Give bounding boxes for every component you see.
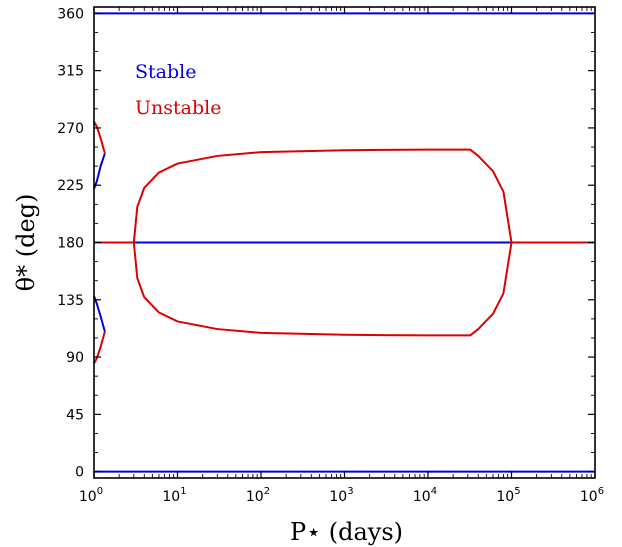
y-tick-label-135: 135 (57, 293, 84, 309)
series-unstable-line-10 (93, 331, 106, 364)
x-tick-label-4: 104 (413, 486, 437, 505)
x-tick-exponent-0: 0 (97, 486, 103, 497)
x-tick-label-3: 103 (329, 486, 353, 505)
series-stable-line-9 (93, 295, 106, 332)
legend-stable: Stable (135, 61, 196, 83)
y-tick-label-180: 180 (57, 236, 84, 252)
x-tick-exponent-3: 3 (347, 486, 353, 497)
series-unstable-line-8 (93, 121, 106, 154)
x-tick-exponent-6: 6 (598, 486, 604, 497)
y-tick-label-315: 315 (57, 64, 84, 80)
y-tick-label-0: 0 (75, 465, 84, 481)
x-tick-label-1: 101 (162, 486, 186, 505)
x-axis-label: P⋆ (days) (290, 518, 403, 546)
x-tick-exponent-5: 5 (514, 486, 520, 497)
y-tick-label-270: 270 (57, 121, 84, 137)
series-unstable-line-5 (132, 148, 513, 243)
x-tick-exponent-4: 4 (431, 486, 437, 497)
x-tick-label-0: 100 (79, 486, 103, 505)
y-axis: 0 45 90 135 180 225 270 315 360 (57, 6, 595, 481)
series-unstable-line-6 (132, 242, 513, 337)
series-stable-line-7 (93, 153, 106, 190)
y-axis-label: θ* (deg) (12, 194, 40, 292)
x-tick-label-2: 102 (246, 486, 270, 505)
y-tick-label-45: 45 (66, 407, 84, 423)
y-tick-label-360: 360 (57, 6, 84, 22)
x-tick-exponent-2: 2 (264, 486, 270, 497)
y-tick-label-90: 90 (66, 350, 84, 366)
x-tick-label-6: 106 (580, 486, 604, 505)
legend-unstable: Unstable (135, 97, 221, 119)
x-tick-exponent-1: 1 (180, 486, 186, 497)
x-tick-label-5: 105 (496, 486, 520, 505)
y-tick-label-225: 225 (57, 178, 84, 194)
